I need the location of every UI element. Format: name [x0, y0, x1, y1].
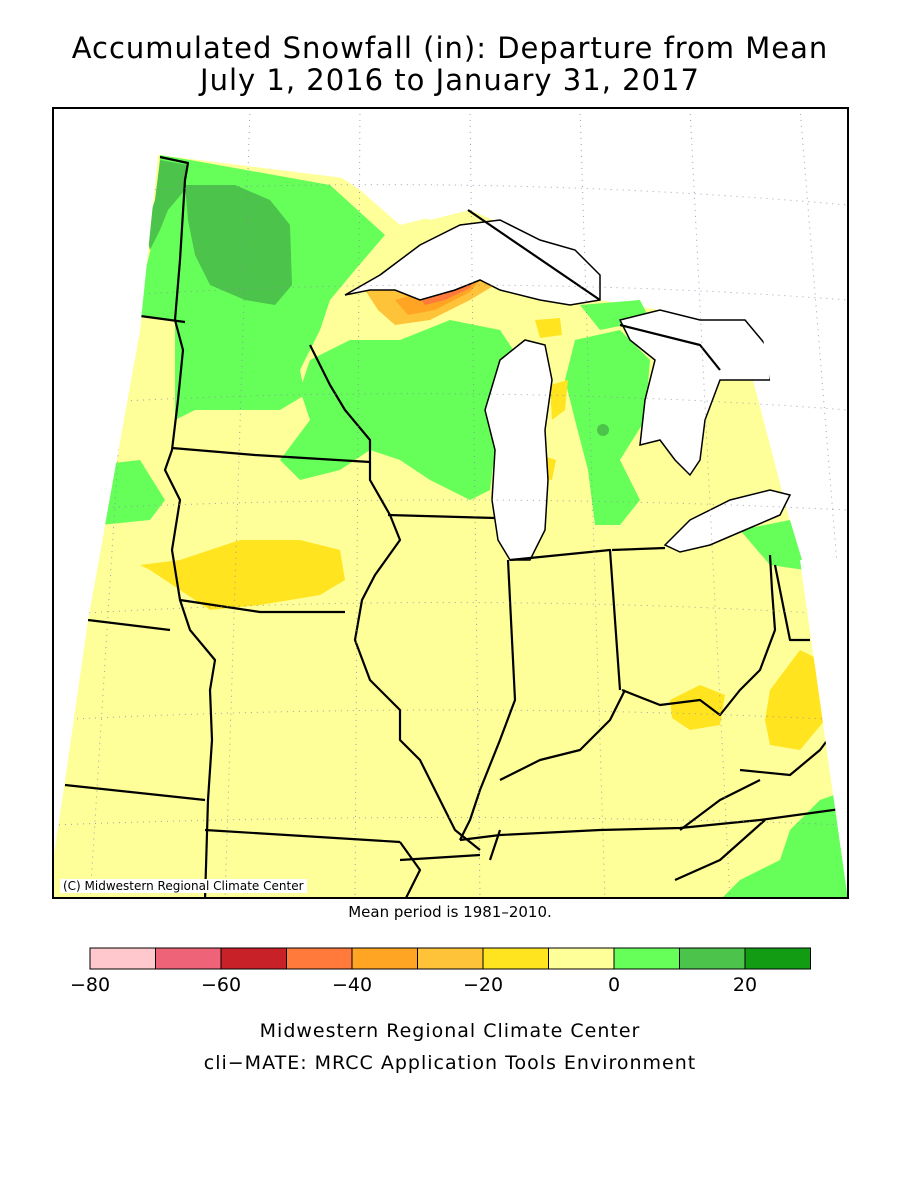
well-above-normal-northwest: [145, 160, 188, 250]
state-boundaries: [64, 155, 848, 898]
below-normal-michigan-west: [550, 380, 568, 420]
map-title-line-1: Accumulated Snowfall (in): Departure fro…: [71, 31, 829, 65]
legend-swatch: [679, 947, 746, 970]
map-mask-right: [800, 560, 848, 898]
map-content: [53, 108, 848, 898]
mean-period-note: Mean period is 1981–2010.: [348, 903, 552, 921]
legend-tick-label: −60: [200, 974, 242, 996]
lake-huron: [618, 309, 771, 477]
legend-swatch: [548, 947, 615, 970]
copyright-label: (C) Midwestern Regional Climate Center: [60, 879, 307, 893]
legend-tick-label: 20: [732, 974, 758, 996]
legend-swatch: [744, 947, 811, 970]
legend-swatch: [286, 947, 353, 970]
footer-line-2: cli−MATE: MRCC Application Tools Environ…: [203, 1052, 697, 1074]
above-normal-southeast: [722, 790, 848, 898]
footer-line-1: Midwestern Regional Climate Center: [259, 1020, 641, 1042]
legend-swatch: [155, 947, 222, 970]
below-normal-iowa: [140, 540, 345, 610]
lake-michigan: [484, 339, 553, 561]
above-normal-wisconsin: [280, 320, 520, 500]
legend-tick-label: −20: [462, 974, 504, 996]
lake-superior: [344, 219, 601, 306]
below-normal-kentucky: [670, 685, 725, 730]
legend-tick-label: −80: [69, 974, 111, 996]
legend-swatch: [613, 947, 680, 970]
well-above-normal-minnesota: [185, 185, 292, 305]
legend-swatch: [220, 947, 287, 970]
canada-land: [180, 108, 848, 520]
below-normal-upper-michigan: [535, 318, 562, 338]
above-normal-ohio-east: [740, 520, 805, 570]
map-title-line-2: July 1, 2016 to January 31, 2017: [200, 63, 700, 97]
legend-tick-label: −40: [331, 974, 373, 996]
legend-swatch: [89, 947, 156, 970]
map-frame: [52, 107, 849, 899]
legend-tick-label: 0: [607, 974, 621, 996]
below-normal-west-virginia: [765, 650, 825, 750]
well-above-normal-michigan-spot: [597, 424, 609, 436]
map-mask-left: [53, 108, 158, 860]
legend-color-bar: [89, 947, 811, 970]
legend-swatch: [482, 947, 549, 970]
legend-swatch: [417, 947, 484, 970]
legend-swatch: [351, 947, 418, 970]
